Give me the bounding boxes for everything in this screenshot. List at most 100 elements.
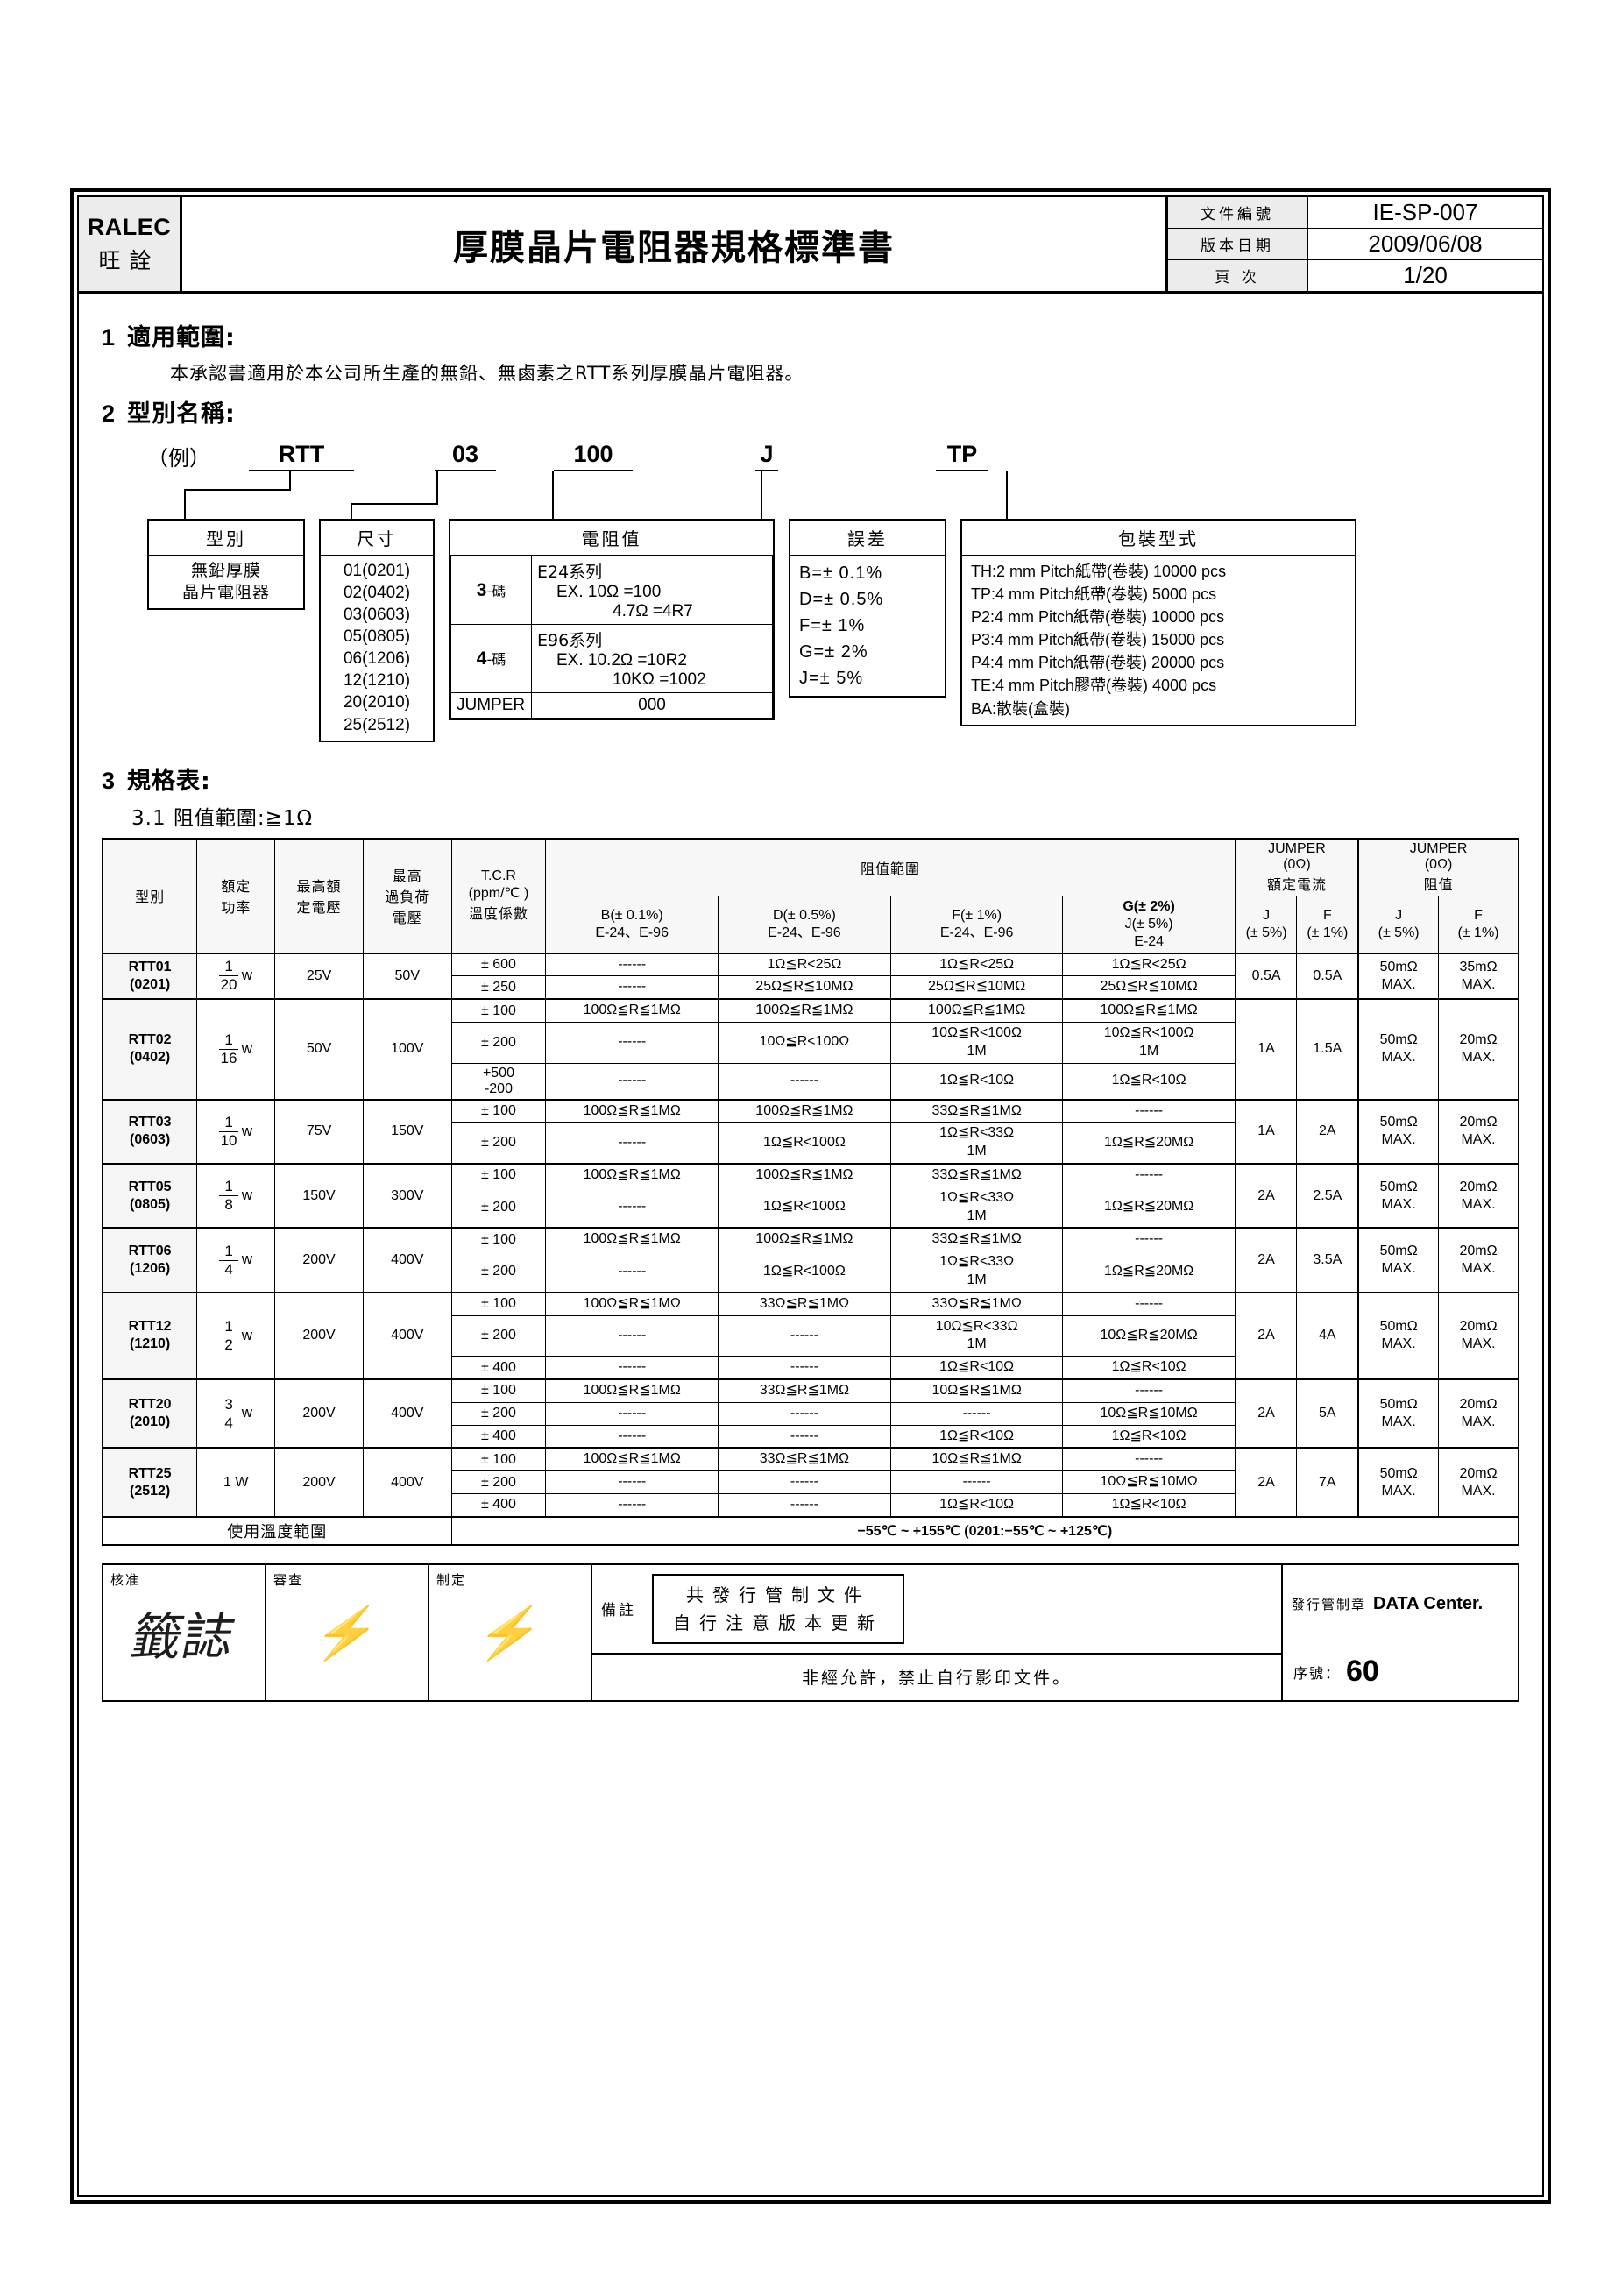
section-1-title: 適用範圍: bbox=[127, 324, 236, 351]
cell-range-d: 33Ω≦R≦1MΩ bbox=[718, 1291, 891, 1316]
cell-range-f: 1Ω≦R<10Ω bbox=[889, 1356, 1064, 1380]
legend-e24-example-1: EX. 10Ω =100 bbox=[556, 583, 662, 601]
cell-range-d: 1Ω≦R<25Ω bbox=[718, 952, 891, 977]
part-number-code-resistance: 100 bbox=[554, 441, 633, 471]
issue-control-block: 發行管制章 DATA Center. 序號： 60 bbox=[1283, 1565, 1518, 1700]
packaging-item-ba: BA:散裝(盒裝) bbox=[971, 699, 1071, 718]
cell-power: 1 W bbox=[196, 1447, 276, 1518]
packaging-item-p4: P4:4 mm Pitch紙帶(卷裝) 20000 pcs bbox=[971, 654, 1225, 672]
cell-range-b: 100Ω≦R≦1MΩ bbox=[545, 1291, 719, 1316]
logo-text-en: RALEC bbox=[87, 213, 172, 240]
signature-label-approve: 核准 bbox=[110, 1571, 141, 1588]
meta-value-page: 1/20 bbox=[1403, 262, 1448, 288]
cell-jumper-resistance-f: 20mΩ MAX. bbox=[1438, 1098, 1520, 1165]
document-title-text: 厚膜晶片電阻器規格標準書 bbox=[453, 227, 895, 268]
meta-label-page: 頁 次 bbox=[1168, 260, 1308, 291]
cell-range-b: ------ bbox=[545, 1424, 719, 1449]
legend-box-resistance: 電阻值 3-碼 E24系列 EX. 10Ω =100 4.7Ω =4R7 bbox=[449, 519, 775, 720]
signature-mark-prepare: ⚡ bbox=[471, 1602, 549, 1662]
section-1-number: 1 bbox=[102, 324, 116, 351]
cell-range-d: ------ bbox=[718, 1492, 891, 1518]
cell-range-f: 33Ω≦R≦1MΩ bbox=[889, 1291, 1064, 1316]
cell-overload-voltage: 400V bbox=[362, 1291, 452, 1380]
cell-range-d: ------ bbox=[718, 1356, 891, 1380]
cell-model: RTT25 (2512) bbox=[102, 1447, 198, 1518]
legend-resistance-row-jumper: JUMPER 000 bbox=[450, 692, 773, 719]
section-2-number: 2 bbox=[102, 400, 116, 427]
signature-label-prepare: 制定 bbox=[436, 1571, 467, 1588]
cell-range-f: 1Ω≦R<10Ω bbox=[889, 1062, 1064, 1101]
cell-tcr: ± 400 bbox=[450, 1492, 547, 1518]
cell-rated-voltage: 200V bbox=[274, 1291, 364, 1380]
table-row: RTT25 (2512) 1 W 200V 400V ± 100 100Ω≦R≦1MΩ 33Ω… bbox=[102, 1447, 1520, 1518]
cell-range-g: 10Ω≦R≦10MΩ bbox=[1062, 1401, 1236, 1426]
cell-tcr: ± 100 bbox=[450, 1098, 547, 1123]
header-jumper-resistance-j: J (± 5%) bbox=[1357, 895, 1440, 954]
part-number-code-size: 03 bbox=[435, 441, 496, 471]
legend-type-line-1: 無鉛厚膜 bbox=[190, 561, 261, 580]
cell-range-b: 100Ω≦R≦1MΩ bbox=[545, 998, 719, 1024]
cell-jumper-current-f: 2A bbox=[1296, 1098, 1359, 1165]
cell-range-g: 25Ω≦R≦10MΩ bbox=[1062, 975, 1236, 1000]
cell-range-d: 25Ω≦R≦10MΩ bbox=[718, 975, 891, 1000]
cell-jumper-resistance-j: 50mΩ MAX. bbox=[1357, 1378, 1440, 1449]
control-stamp-line-2: 自行注意版本更新 bbox=[673, 1612, 883, 1633]
cell-jumper-resistance-j: 50mΩ MAX. bbox=[1357, 1291, 1440, 1380]
legend-type-line-2: 晶片電阻器 bbox=[181, 583, 270, 603]
cell-range-g: 1Ω≦R<10Ω bbox=[1062, 1062, 1236, 1101]
cell-tcr: ± 100 bbox=[450, 1162, 547, 1187]
legend-value-jumper: 000 bbox=[531, 692, 773, 719]
packaging-item-th: TH:2 mm Pitch紙帶(卷裝) 10000 pcs bbox=[971, 563, 1227, 580]
cell-range-f: 1Ω≦R<10Ω bbox=[889, 1492, 1064, 1518]
section-3-number: 3 bbox=[102, 767, 116, 794]
cell-rated-voltage: 25V bbox=[274, 952, 364, 1000]
cell-range-f: 10Ω≦R<100Ω 1M bbox=[889, 1022, 1064, 1064]
temperature-range-label: 使用溫度範圍 bbox=[101, 1515, 452, 1546]
cell-range-b: 100Ω≦R≦1MΩ bbox=[545, 1447, 719, 1472]
cell-range-g: 1Ω≦R<10Ω bbox=[1062, 1356, 1236, 1380]
table-row: RTT20 (2010) 3 4 w 200V 400V ± 100 100Ω≦R≦1MΩ 33Ω… bbox=[102, 1378, 1520, 1449]
header-jumper-current-f: F (± 1%) bbox=[1296, 895, 1359, 954]
copyright-notice: 非經允許，禁止自行影印文件。 bbox=[592, 1652, 1281, 1700]
header-model: 型別 bbox=[102, 837, 198, 954]
cell-jumper-resistance-j: 50mΩ MAX. bbox=[1357, 1162, 1440, 1229]
cell-range-d: 1Ω≦R<100Ω bbox=[718, 1186, 891, 1229]
cell-jumper-current-f: 5A bbox=[1296, 1378, 1359, 1449]
legend-caption-packaging: 包裝型式 bbox=[962, 521, 1355, 556]
legend-body-type: 無鉛厚膜 晶片電阻器 bbox=[149, 556, 303, 608]
cell-model: RTT02 (0402) bbox=[102, 998, 198, 1101]
header-resistance-range-group: 阻值範圍 bbox=[545, 837, 1236, 896]
cell-model: RTT06 (1206) bbox=[102, 1227, 198, 1293]
cell-range-d: 33Ω≦R≦1MΩ bbox=[718, 1447, 891, 1472]
cell-range-d: 100Ω≦R≦1MΩ bbox=[718, 1098, 891, 1123]
cell-tcr: ± 100 bbox=[450, 1447, 547, 1472]
cell-jumper-current-j: 1A bbox=[1234, 998, 1298, 1101]
size-item-1210: 12(1210) bbox=[343, 671, 411, 691]
cell-range-b: ------ bbox=[545, 952, 719, 977]
cell-tcr: ± 400 bbox=[450, 1356, 547, 1380]
cell-jumper-resistance-f: 20mΩ MAX. bbox=[1438, 1162, 1520, 1229]
cell-range-f: 1Ω≦R<25Ω bbox=[889, 952, 1064, 977]
size-item-0805: 05(0805) bbox=[343, 627, 411, 647]
cell-range-b: 100Ω≦R≦1MΩ bbox=[545, 1098, 719, 1123]
part-number-legend-boxes: 型別 無鉛厚膜 晶片電阻器 尺寸 01(0201) 02(0402) 03(06… bbox=[147, 519, 1519, 742]
table-row: ± 200 ------ ------ ------ 10Ω≦R≦10MΩ bbox=[103, 1470, 1519, 1494]
tolerance-item-b: B=± 0.1% bbox=[799, 563, 883, 583]
legend-key-3digit-suffix: -碼 bbox=[486, 583, 506, 599]
cell-jumper-current-f: 1.5A bbox=[1296, 998, 1359, 1101]
cell-range-g: 1Ω≦R≦20MΩ bbox=[1062, 1251, 1236, 1293]
header-tolerance-f: F(± 1%) E-24、E-96 bbox=[889, 895, 1064, 954]
cell-range-f: 10Ω≦R≦1MΩ bbox=[889, 1447, 1064, 1472]
header-tolerance-d: D(± 0.5%) E-24、E-96 bbox=[718, 895, 891, 954]
cell-range-b: ------ bbox=[545, 1492, 719, 1518]
legend-series-e96: E96系列 bbox=[537, 631, 603, 650]
meta-label-date: 版本日期 bbox=[1168, 229, 1308, 259]
cell-range-g: ------ bbox=[1062, 1162, 1236, 1187]
remark-block: 備註 共發行管制文件 自行注意版本更新 非經允許，禁止自行影印文件。 bbox=[592, 1564, 1283, 1700]
cell-overload-voltage: 50V bbox=[362, 952, 452, 1000]
table-row: RTT12 (1210) 1 2 w 200V 400V ± 100 100Ω≦R≦1MΩ 33Ω… bbox=[102, 1291, 1520, 1380]
serial-number-label: 序號： bbox=[1293, 1664, 1342, 1682]
legend-caption-resistance: 電阻值 bbox=[450, 521, 773, 556]
cell-range-b: ------ bbox=[545, 1062, 719, 1101]
